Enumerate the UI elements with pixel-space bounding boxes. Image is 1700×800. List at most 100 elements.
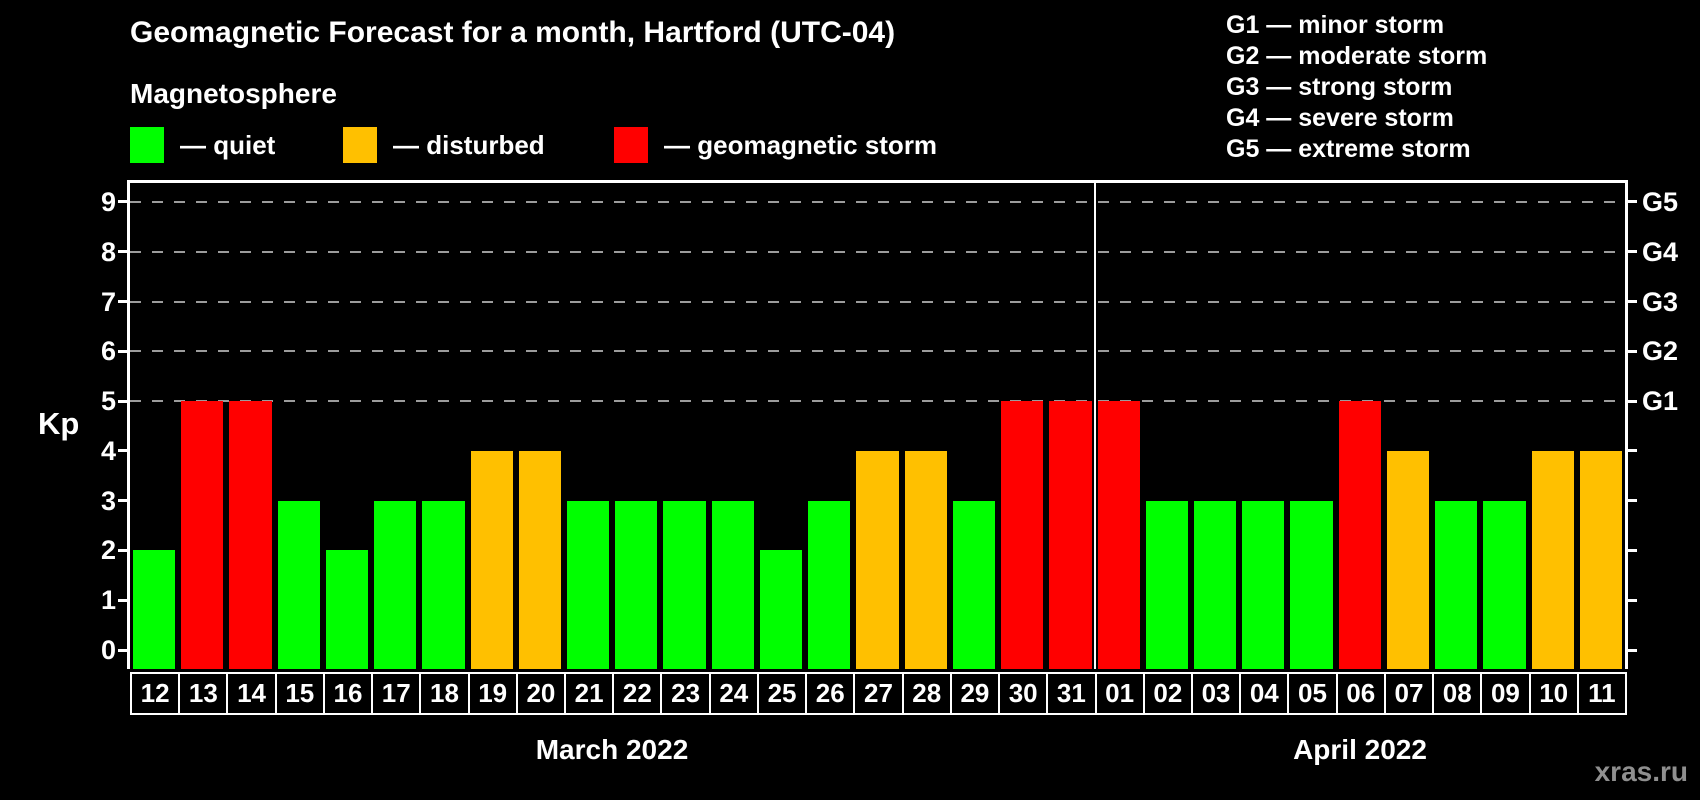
date-label: 27 — [853, 672, 904, 715]
legend-item-storm: — geomagnetic storm — [614, 126, 937, 164]
kp-bar — [1193, 500, 1237, 669]
right-axis-tick — [1628, 499, 1637, 503]
kp-bar — [1145, 500, 1188, 669]
date-label: 03 — [1190, 672, 1242, 715]
y-tick-label-8: 8 — [100, 236, 116, 267]
kp-bar — [952, 500, 996, 669]
date-label: 09 — [1480, 672, 1531, 715]
y-tick-label-7: 7 — [100, 286, 116, 317]
storm-scale-line-5: G5 — extreme storm — [1226, 135, 1471, 163]
g-level-label-g4: G4 — [1642, 236, 1679, 267]
right-axis-tick — [1628, 300, 1637, 304]
date-label: 16 — [322, 672, 374, 715]
date-label: 28 — [901, 672, 952, 715]
kp-bar — [1049, 401, 1092, 669]
storm-scale-line-4: G4 — severe storm — [1226, 104, 1454, 132]
kp-bar — [1290, 500, 1333, 669]
kp-bar — [181, 401, 224, 669]
right-axis-tick — [1628, 648, 1637, 652]
kp-bar — [663, 500, 706, 669]
date-label: 08 — [1432, 672, 1483, 715]
storm-scale-line-1: G1 — minor storm — [1226, 11, 1445, 39]
left-axis-tick — [118, 648, 127, 652]
legend-label-disturbed: — disturbed — [393, 129, 545, 160]
right-axis-tick — [1628, 399, 1637, 403]
date-label: 18 — [419, 672, 470, 715]
kp-bar — [1386, 450, 1430, 669]
left-axis-tick — [118, 200, 127, 204]
watermark-link[interactable]: xras.ru — [1594, 756, 1688, 787]
left-axis-tick — [118, 349, 127, 353]
kp-bar — [277, 500, 320, 669]
left-axis-tick — [118, 449, 127, 453]
gridline-kp7 — [130, 300, 1625, 303]
kp-bar — [1338, 401, 1381, 669]
kp-bar — [711, 500, 754, 669]
kp-bar — [567, 500, 610, 669]
storm-scale-legend: G1 — minor storm G2 — moderate storm G3 — … — [1226, 10, 1487, 165]
right-axis-tick — [1628, 200, 1637, 204]
y-axis-title: Kp — [38, 406, 80, 441]
date-label: 17 — [371, 672, 422, 715]
legend-swatch-disturbed — [343, 127, 377, 163]
date-label: 14 — [226, 672, 277, 715]
kp-bar — [1483, 500, 1526, 669]
y-tick-label-1: 1 — [100, 585, 116, 616]
left-axis-tick — [118, 598, 127, 602]
date-label: 10 — [1528, 672, 1579, 715]
kp-bar — [1242, 500, 1285, 669]
date-label: 04 — [1239, 672, 1290, 715]
date-label: 20 — [515, 672, 567, 715]
g-level-label-g5: G5 — [1642, 186, 1679, 217]
left-axis-tick — [118, 548, 127, 552]
date-label: 31 — [1046, 672, 1097, 715]
right-axis-tick — [1628, 598, 1637, 602]
page-title: Geomagnetic Forecast for a month, Hartfo… — [130, 16, 896, 49]
right-axis-tick — [1628, 548, 1637, 552]
kp-bar — [1001, 401, 1044, 669]
date-label: 22 — [612, 672, 663, 715]
date-label: 13 — [178, 672, 229, 715]
gridline-kp8 — [130, 250, 1625, 253]
g-level-label-g1: G1 — [1642, 386, 1679, 417]
month-label-march: March 2022 — [535, 734, 689, 765]
y-tick-label-2: 2 — [100, 535, 116, 566]
date-label: 23 — [660, 672, 711, 715]
legend-label-storm: — geomagnetic storm — [664, 129, 938, 160]
kp-bar — [1097, 401, 1140, 669]
date-label: 11 — [1576, 672, 1627, 715]
right-axis-tick — [1628, 349, 1637, 353]
date-label: 19 — [467, 672, 518, 715]
kp-bar — [759, 550, 803, 669]
date-label: 05 — [1287, 672, 1338, 715]
y-tick-label-3: 3 — [100, 485, 116, 516]
legend-swatch-storm — [614, 127, 648, 163]
left-axis-tick — [118, 300, 127, 304]
left-axis-tick — [118, 399, 127, 403]
date-label: 30 — [998, 672, 1049, 715]
kp-bar — [1435, 500, 1478, 669]
kp-bar — [470, 450, 513, 669]
kp-bar — [229, 401, 272, 669]
date-label: 02 — [1142, 672, 1193, 715]
date-label: 24 — [708, 672, 759, 715]
date-label: 01 — [1094, 672, 1145, 715]
legend-item-disturbed: — disturbed — [343, 126, 545, 164]
y-tick-label-6: 6 — [100, 336, 116, 367]
storm-scale-line-3: G3 — strong storm — [1226, 73, 1453, 101]
plot-area — [127, 180, 1628, 669]
gridline-kp9 — [130, 200, 1625, 203]
g-level-label-g2: G2 — [1642, 336, 1679, 367]
kp-bar — [374, 500, 417, 669]
magnetosphere-label: Magnetosphere — [130, 78, 337, 109]
date-label: 12 — [130, 672, 181, 715]
y-tick-label-0: 0 — [100, 635, 116, 665]
storm-scale-line-2: G2 — moderate storm — [1226, 42, 1488, 70]
gridline-kp6 — [130, 350, 1625, 353]
kp-bar — [615, 500, 658, 669]
legend-label-quiet: — quiet — [180, 129, 276, 160]
y-tick-label-9: 9 — [100, 186, 116, 217]
date-label: 06 — [1335, 672, 1386, 715]
legend-item-quiet: — quiet — [130, 126, 275, 164]
kp-bar — [904, 450, 947, 669]
